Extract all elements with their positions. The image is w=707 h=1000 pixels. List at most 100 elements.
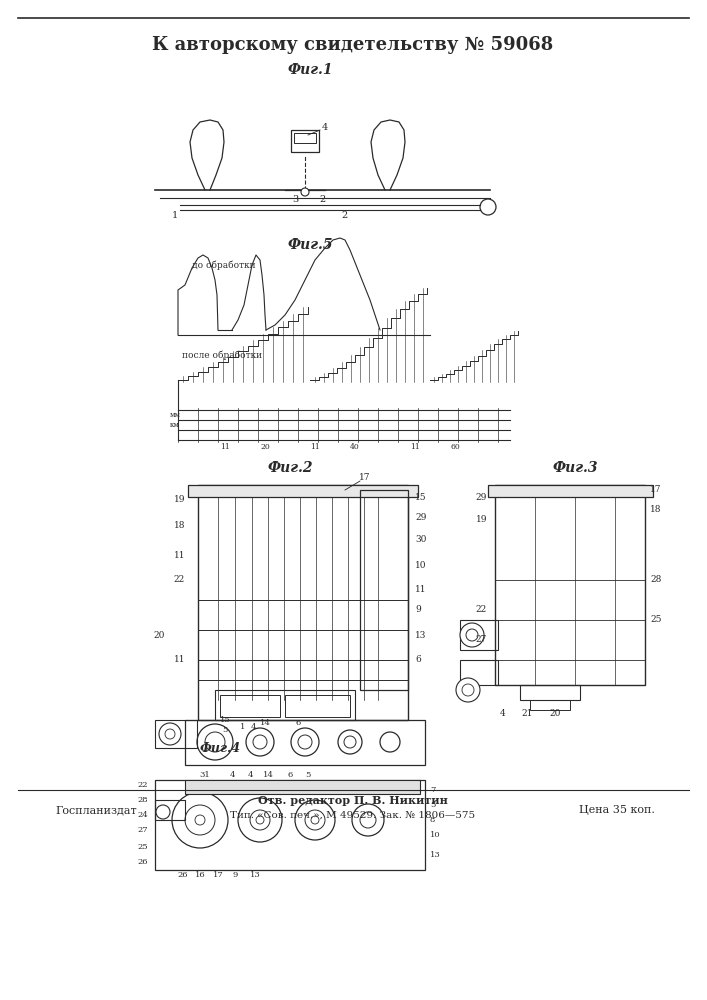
Text: 29: 29 xyxy=(476,492,487,502)
Circle shape xyxy=(256,816,264,824)
Text: 25: 25 xyxy=(137,843,148,851)
Text: 4: 4 xyxy=(250,723,256,731)
Text: 15: 15 xyxy=(220,716,230,724)
Text: 11: 11 xyxy=(173,656,185,664)
Circle shape xyxy=(305,810,325,830)
Bar xyxy=(530,700,570,710)
Text: Фиг.4: Фиг.4 xyxy=(199,742,240,754)
Circle shape xyxy=(456,678,480,702)
Text: 26: 26 xyxy=(137,858,148,866)
Text: Фиг.5: Фиг.5 xyxy=(287,238,333,252)
Text: 60: 60 xyxy=(450,443,460,451)
Text: 31: 31 xyxy=(199,771,211,779)
Bar xyxy=(155,720,197,748)
Circle shape xyxy=(185,805,215,835)
Circle shape xyxy=(165,729,175,739)
Text: 22: 22 xyxy=(174,576,185,584)
Text: 21: 21 xyxy=(521,708,532,718)
Text: 14: 14 xyxy=(262,771,274,779)
Circle shape xyxy=(462,684,474,696)
Text: 19: 19 xyxy=(476,516,487,524)
Bar xyxy=(285,695,350,717)
Bar xyxy=(185,780,420,794)
Text: 17: 17 xyxy=(650,486,662,494)
Text: 20: 20 xyxy=(549,708,561,718)
Text: 5: 5 xyxy=(305,771,310,779)
Text: 17: 17 xyxy=(359,474,370,483)
Text: 7: 7 xyxy=(430,786,436,794)
Circle shape xyxy=(301,188,309,196)
Text: 10: 10 xyxy=(430,831,440,839)
Text: Госпланиздат: Госпланиздат xyxy=(55,805,136,815)
Bar xyxy=(185,720,425,765)
Text: 9: 9 xyxy=(233,871,238,879)
Text: 2: 2 xyxy=(342,211,348,220)
Text: 5: 5 xyxy=(430,801,436,809)
Text: 4: 4 xyxy=(229,771,235,779)
Text: 4: 4 xyxy=(500,708,506,718)
Text: 29: 29 xyxy=(415,514,426,522)
Text: Фиг.3: Фиг.3 xyxy=(552,461,597,475)
Text: Отв. редактор П. В. Никитин: Отв. редактор П. В. Никитин xyxy=(258,794,448,806)
Text: 20: 20 xyxy=(153,631,165,640)
Circle shape xyxy=(253,735,267,749)
Text: 6: 6 xyxy=(296,719,300,727)
Circle shape xyxy=(156,805,170,819)
Text: К авторскому свидетельству № 59068: К авторскому свидетельству № 59068 xyxy=(153,36,554,54)
Text: 13: 13 xyxy=(415,631,426,640)
Text: 8: 8 xyxy=(430,816,436,824)
Text: Цена 35 коп.: Цена 35 коп. xyxy=(579,805,655,815)
Bar xyxy=(198,485,408,720)
Text: 26: 26 xyxy=(177,871,188,879)
Text: 11: 11 xyxy=(173,550,185,560)
Bar xyxy=(220,695,280,717)
Bar xyxy=(520,685,580,700)
Bar xyxy=(215,690,355,720)
Text: 1: 1 xyxy=(172,211,178,220)
Circle shape xyxy=(238,798,282,842)
Text: Тип. «Сов. печ.», М 49529. Зак. № 1806—575: Тип. «Сов. печ.», М 49529. Зак. № 1806—5… xyxy=(230,810,476,820)
Circle shape xyxy=(380,732,400,752)
Bar xyxy=(155,800,185,820)
Text: 11: 11 xyxy=(220,443,230,451)
Bar xyxy=(488,485,653,497)
Text: 27: 27 xyxy=(137,826,148,834)
Text: 28: 28 xyxy=(650,576,661,584)
Text: 10: 10 xyxy=(415,560,426,570)
Circle shape xyxy=(195,815,205,825)
Text: 22: 22 xyxy=(137,781,148,789)
Text: 11: 11 xyxy=(415,585,426,594)
Circle shape xyxy=(298,735,312,749)
Text: 24: 24 xyxy=(137,811,148,819)
Circle shape xyxy=(250,810,270,830)
Circle shape xyxy=(344,736,356,748)
Text: 6: 6 xyxy=(415,656,421,664)
Text: 11: 11 xyxy=(310,443,320,451)
Text: 14: 14 xyxy=(259,719,271,727)
Bar xyxy=(460,620,498,650)
Circle shape xyxy=(311,816,319,824)
Text: мм: мм xyxy=(170,411,180,419)
Bar xyxy=(460,660,498,685)
Circle shape xyxy=(205,732,225,752)
Bar xyxy=(495,485,645,685)
Text: 27: 27 xyxy=(476,636,487,645)
Text: Фиг.1: Фиг.1 xyxy=(287,63,333,77)
Text: Фиг.2: Фиг.2 xyxy=(267,461,312,475)
Bar xyxy=(360,490,408,690)
Text: 28: 28 xyxy=(137,796,148,804)
Text: до обработки: до обработки xyxy=(192,260,256,270)
Text: 22: 22 xyxy=(476,605,487,614)
Circle shape xyxy=(352,804,384,836)
Text: 13: 13 xyxy=(250,871,260,879)
Bar xyxy=(291,130,319,152)
Text: 3: 3 xyxy=(292,196,298,205)
Circle shape xyxy=(172,792,228,848)
Circle shape xyxy=(466,629,478,641)
Text: 18: 18 xyxy=(650,506,662,514)
Circle shape xyxy=(295,800,335,840)
Text: после обработки: после обработки xyxy=(182,350,262,360)
Text: 18: 18 xyxy=(173,520,185,530)
Text: 5: 5 xyxy=(222,726,228,734)
Text: 11: 11 xyxy=(410,443,420,451)
